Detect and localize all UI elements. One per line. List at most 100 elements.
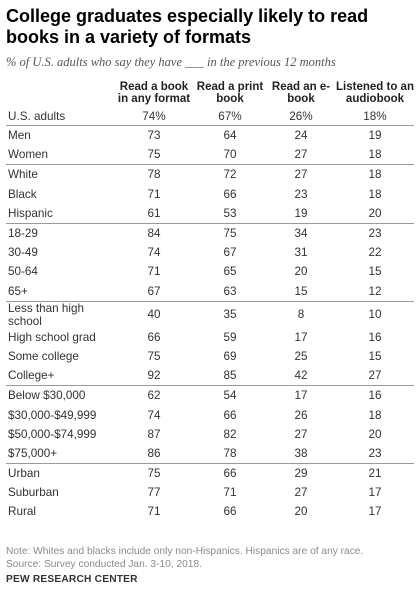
data-cell: 82: [223, 427, 237, 441]
data-cell: 67%: [218, 110, 242, 123]
data-cell: 29: [266, 463, 336, 484]
data-cell: 92: [147, 369, 161, 383]
row-label: $75,000+: [8, 446, 58, 460]
data-cell: 75: [194, 222, 266, 244]
data-cell: 17: [266, 385, 336, 406]
data-cell: 17: [294, 330, 308, 344]
row-label: 65+: [8, 284, 28, 298]
column-header: Read a book in any format: [117, 81, 191, 105]
column-header: Read an e-book: [271, 81, 331, 105]
row-label: $50,000-$74,999: [8, 427, 97, 441]
data-cell: 23: [368, 446, 382, 460]
header-label-spacer: [6, 81, 114, 108]
data-cell: 24: [266, 125, 336, 146]
table-row: 50-64 71 65 20 15: [6, 262, 414, 281]
row-label: 50-64: [8, 265, 38, 279]
data-cell: 78: [114, 164, 194, 185]
data-cell: 71: [147, 505, 161, 519]
data-cell: 85: [223, 369, 237, 383]
data-cell: 74: [147, 246, 161, 260]
table-row: Below $30,000 62 54 17 16: [6, 385, 414, 406]
data-cell: 18: [336, 164, 414, 185]
data-cell: 75: [114, 463, 194, 484]
row-label: Below $30,000: [6, 385, 114, 406]
data-cell: 87: [147, 427, 161, 441]
row-label: $30,000-$49,999: [8, 408, 97, 422]
data-cell: 21: [336, 463, 414, 484]
row-label: U.S. adults: [8, 110, 66, 123]
data-cell: 65: [223, 265, 237, 279]
data-cell: 31: [294, 246, 308, 260]
data-cell: 75: [147, 349, 161, 363]
row-label: Women: [8, 148, 49, 162]
data-cell: 27: [294, 427, 308, 441]
data-cell: 66: [194, 463, 266, 484]
data-cell: 10: [336, 300, 414, 328]
table-row: College+ 92 85 42 27: [6, 366, 414, 386]
row-label: College+: [8, 369, 55, 383]
data-cell: 19: [294, 206, 308, 220]
table-row: $30,000-$49,999 74 66 26 18: [6, 405, 414, 424]
data-cell: 18: [368, 408, 382, 422]
data-cell: 54: [194, 385, 266, 406]
row-label: Black: [8, 187, 37, 201]
data-cell: 27: [368, 369, 382, 383]
data-cell: 63: [223, 284, 237, 298]
table-row: Men 73 64 24 19: [6, 125, 414, 146]
chart-subtitle: % of U.S. adults who say they have ___ i…: [6, 55, 336, 69]
table-row: Rural 71 66 20 17: [6, 502, 414, 521]
column-header: Read a print book: [196, 81, 264, 105]
data-cell: 20: [294, 265, 308, 279]
data-cell: 18%: [363, 110, 387, 123]
data-cell: 20: [368, 427, 382, 441]
data-cell: 12: [368, 284, 382, 298]
data-cell: 74%: [142, 110, 166, 123]
chart-title: College graduates especially likely to r…: [6, 6, 369, 47]
data-cell: 19: [336, 125, 414, 146]
data-cell: 73: [114, 125, 194, 146]
data-table: Read a book in any format Read a print b…: [6, 81, 414, 522]
table-row: 65+ 67 63 15 12: [6, 282, 414, 302]
footer-org: PEW RESEARCH CENTER: [6, 574, 138, 586]
table-row: $50,000-$74,999 87 82 27 20: [6, 425, 414, 444]
row-label: High school grad: [8, 330, 96, 344]
data-cell: 71: [147, 187, 161, 201]
table-row-total: U.S. adults 74% 67% 26% 18%: [6, 108, 414, 126]
data-cell: 23: [294, 187, 308, 201]
data-cell: 69: [223, 349, 237, 363]
data-cell: 26: [294, 408, 308, 422]
column-header: Listened to an audiobook: [336, 81, 414, 105]
row-label: Urban: [6, 463, 114, 484]
data-cell: 18: [368, 187, 382, 201]
data-cell: 18: [368, 148, 382, 162]
data-cell: 66: [223, 408, 237, 422]
data-cell: 70: [223, 148, 237, 162]
row-label: Men: [6, 125, 114, 146]
data-cell: 78: [223, 446, 237, 460]
data-cell: 38: [294, 446, 308, 460]
data-cell: 66: [223, 187, 237, 201]
table-row: Women 75 70 27 18: [6, 145, 414, 165]
data-cell: 61: [147, 206, 161, 220]
table-row: Black 71 66 23 18: [6, 185, 414, 204]
data-cell: 77: [147, 486, 161, 500]
data-cell: 16: [368, 330, 382, 344]
data-cell: 27: [294, 486, 308, 500]
row-label: Some college: [8, 349, 79, 363]
data-cell: 72: [194, 164, 266, 185]
row-label: Suburban: [8, 486, 59, 500]
data-cell: 35: [194, 300, 266, 328]
row-label: 18-29: [6, 222, 114, 244]
data-cell: 64: [194, 125, 266, 146]
data-cell: 86: [147, 446, 161, 460]
table-row: Urban 75 66 29 21: [6, 463, 414, 484]
data-cell: 20: [368, 206, 382, 220]
data-cell: 67: [223, 246, 237, 260]
table-row: High school grad 66 59 17 16: [6, 328, 414, 347]
table-row: Some college 75 69 25 15: [6, 347, 414, 366]
data-cell: 27: [294, 148, 308, 162]
header-row: Read a book in any format Read a print b…: [6, 81, 414, 108]
table-row: White 78 72 27 18: [6, 164, 414, 185]
data-cell: 42: [294, 369, 308, 383]
data-cell: 66: [147, 330, 161, 344]
